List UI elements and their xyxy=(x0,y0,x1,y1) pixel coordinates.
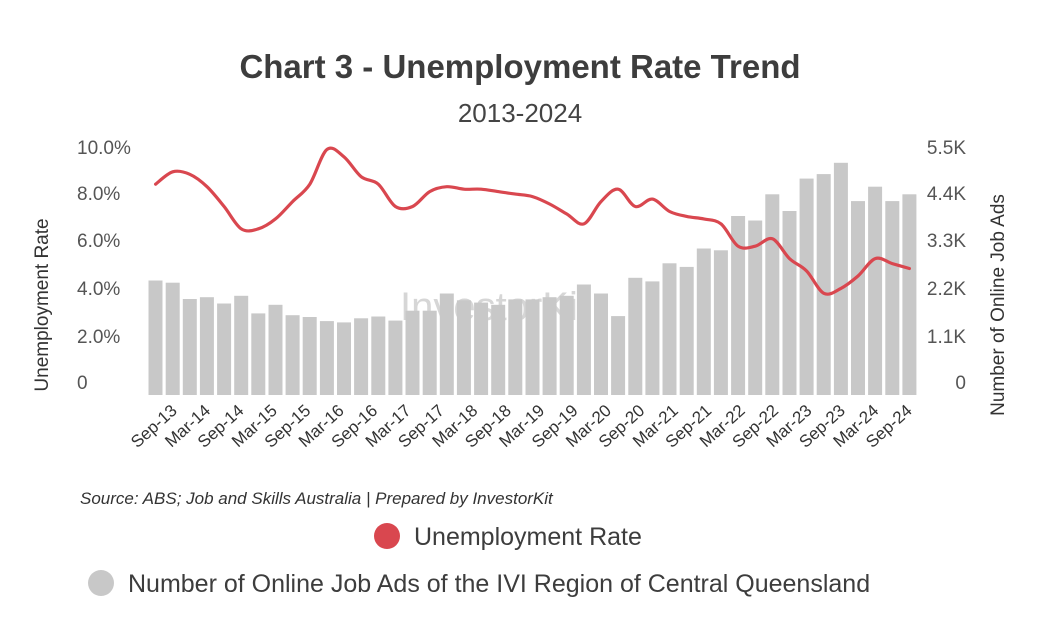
job-ads-bar xyxy=(868,186,883,395)
job-ads-bar xyxy=(525,299,540,395)
job-ads-bar xyxy=(799,178,814,395)
job-ads-bar xyxy=(405,310,420,395)
job-ads-bar xyxy=(182,299,197,395)
bars-group xyxy=(148,162,917,395)
job-ads-bar xyxy=(765,194,780,395)
job-ads-bar xyxy=(508,299,523,395)
job-ads-bar xyxy=(885,201,900,395)
chart-title: Chart 3 - Unemployment Rate Trend xyxy=(239,48,800,85)
y-left-axis-label: Unemployment Rate xyxy=(32,218,53,391)
job-ads-bar xyxy=(833,162,848,395)
job-ads-bar xyxy=(713,250,728,395)
y-left-tick-label: 8.0% xyxy=(77,184,120,205)
x-ticks: Sep-13Mar-14Sep-14Mar-15Sep-15Mar-16Sep-… xyxy=(127,401,915,452)
job-ads-bar xyxy=(165,282,180,395)
job-ads-bar xyxy=(902,194,917,395)
unemployment-rate-line xyxy=(154,146,911,296)
job-ads-bar xyxy=(645,281,660,395)
job-ads-bar xyxy=(371,316,386,395)
y-right-tick-label: 4.4K xyxy=(927,184,966,205)
job-ads-bar xyxy=(662,263,677,395)
job-ads-bar xyxy=(696,248,711,395)
y-right-ticks: 5.5K 4.4K 3.3K 2.2K 1.1K 0 xyxy=(927,138,966,394)
job-ads-bar xyxy=(422,310,437,395)
legend-swatch-online-job-ads xyxy=(88,570,114,596)
y-right-tick-label: 2.2K xyxy=(927,279,966,300)
job-ads-bar xyxy=(576,284,591,395)
legend: Unemployment Rate Number of Online Job A… xyxy=(88,523,870,598)
job-ads-bar xyxy=(285,315,300,395)
legend-label-unemployment-rate: Unemployment Rate xyxy=(414,523,642,551)
y-left-tick-label: 10.0% xyxy=(77,138,131,159)
job-ads-bar xyxy=(148,280,163,395)
job-ads-bar xyxy=(354,318,369,395)
job-ads-bar xyxy=(782,211,797,395)
job-ads-bar xyxy=(491,304,506,395)
y-left-tick-label: 4.0% xyxy=(77,279,120,300)
job-ads-bar xyxy=(319,321,334,395)
job-ads-bar xyxy=(731,216,746,395)
y-right-tick-label: 3.3K xyxy=(927,231,966,252)
y-left-tick-label: 2.0% xyxy=(77,327,120,348)
job-ads-bar xyxy=(337,322,351,395)
job-ads-bar xyxy=(199,297,214,395)
job-ads-bar xyxy=(628,277,643,395)
job-ads-bar xyxy=(542,297,557,395)
job-ads-bar xyxy=(474,302,489,395)
y-left-tick-label: 6.0% xyxy=(77,231,120,252)
y-right-axis-label: Number of Online Job Ads xyxy=(988,194,1009,416)
job-ads-bar xyxy=(388,320,403,395)
y-left-ticks: 10.0% 8.0% 6.0% 4.0% 2.0% 0 xyxy=(77,138,131,394)
job-ads-bar xyxy=(851,201,865,395)
job-ads-bar xyxy=(302,317,317,395)
job-ads-bar xyxy=(816,174,831,395)
job-ads-bar xyxy=(439,293,454,395)
job-ads-bar xyxy=(748,220,763,395)
legend-swatch-unemployment-rate xyxy=(374,523,400,549)
job-ads-bar xyxy=(456,300,471,395)
y-right-tick-label: 0 xyxy=(955,373,966,394)
job-ads-bar xyxy=(268,304,283,395)
legend-label-online-job-ads: Number of Online Job Ads of the IVI Regi… xyxy=(128,570,870,598)
job-ads-bar xyxy=(217,303,232,395)
y-left-tick-label: 0 xyxy=(77,373,88,394)
source-note: Source: ABS; Job and Skills Australia | … xyxy=(80,489,554,508)
job-ads-bar xyxy=(251,313,266,395)
job-ads-bar xyxy=(594,293,608,395)
line-group xyxy=(154,146,911,296)
job-ads-bar xyxy=(234,295,249,395)
job-ads-bar xyxy=(559,295,574,395)
chart-subtitle: 2013-2024 xyxy=(458,98,582,128)
job-ads-bar xyxy=(611,316,626,395)
job-ads-bar xyxy=(679,266,694,395)
y-right-tick-label: 5.5K xyxy=(927,138,966,159)
y-right-tick-label: 1.1K xyxy=(927,327,966,348)
